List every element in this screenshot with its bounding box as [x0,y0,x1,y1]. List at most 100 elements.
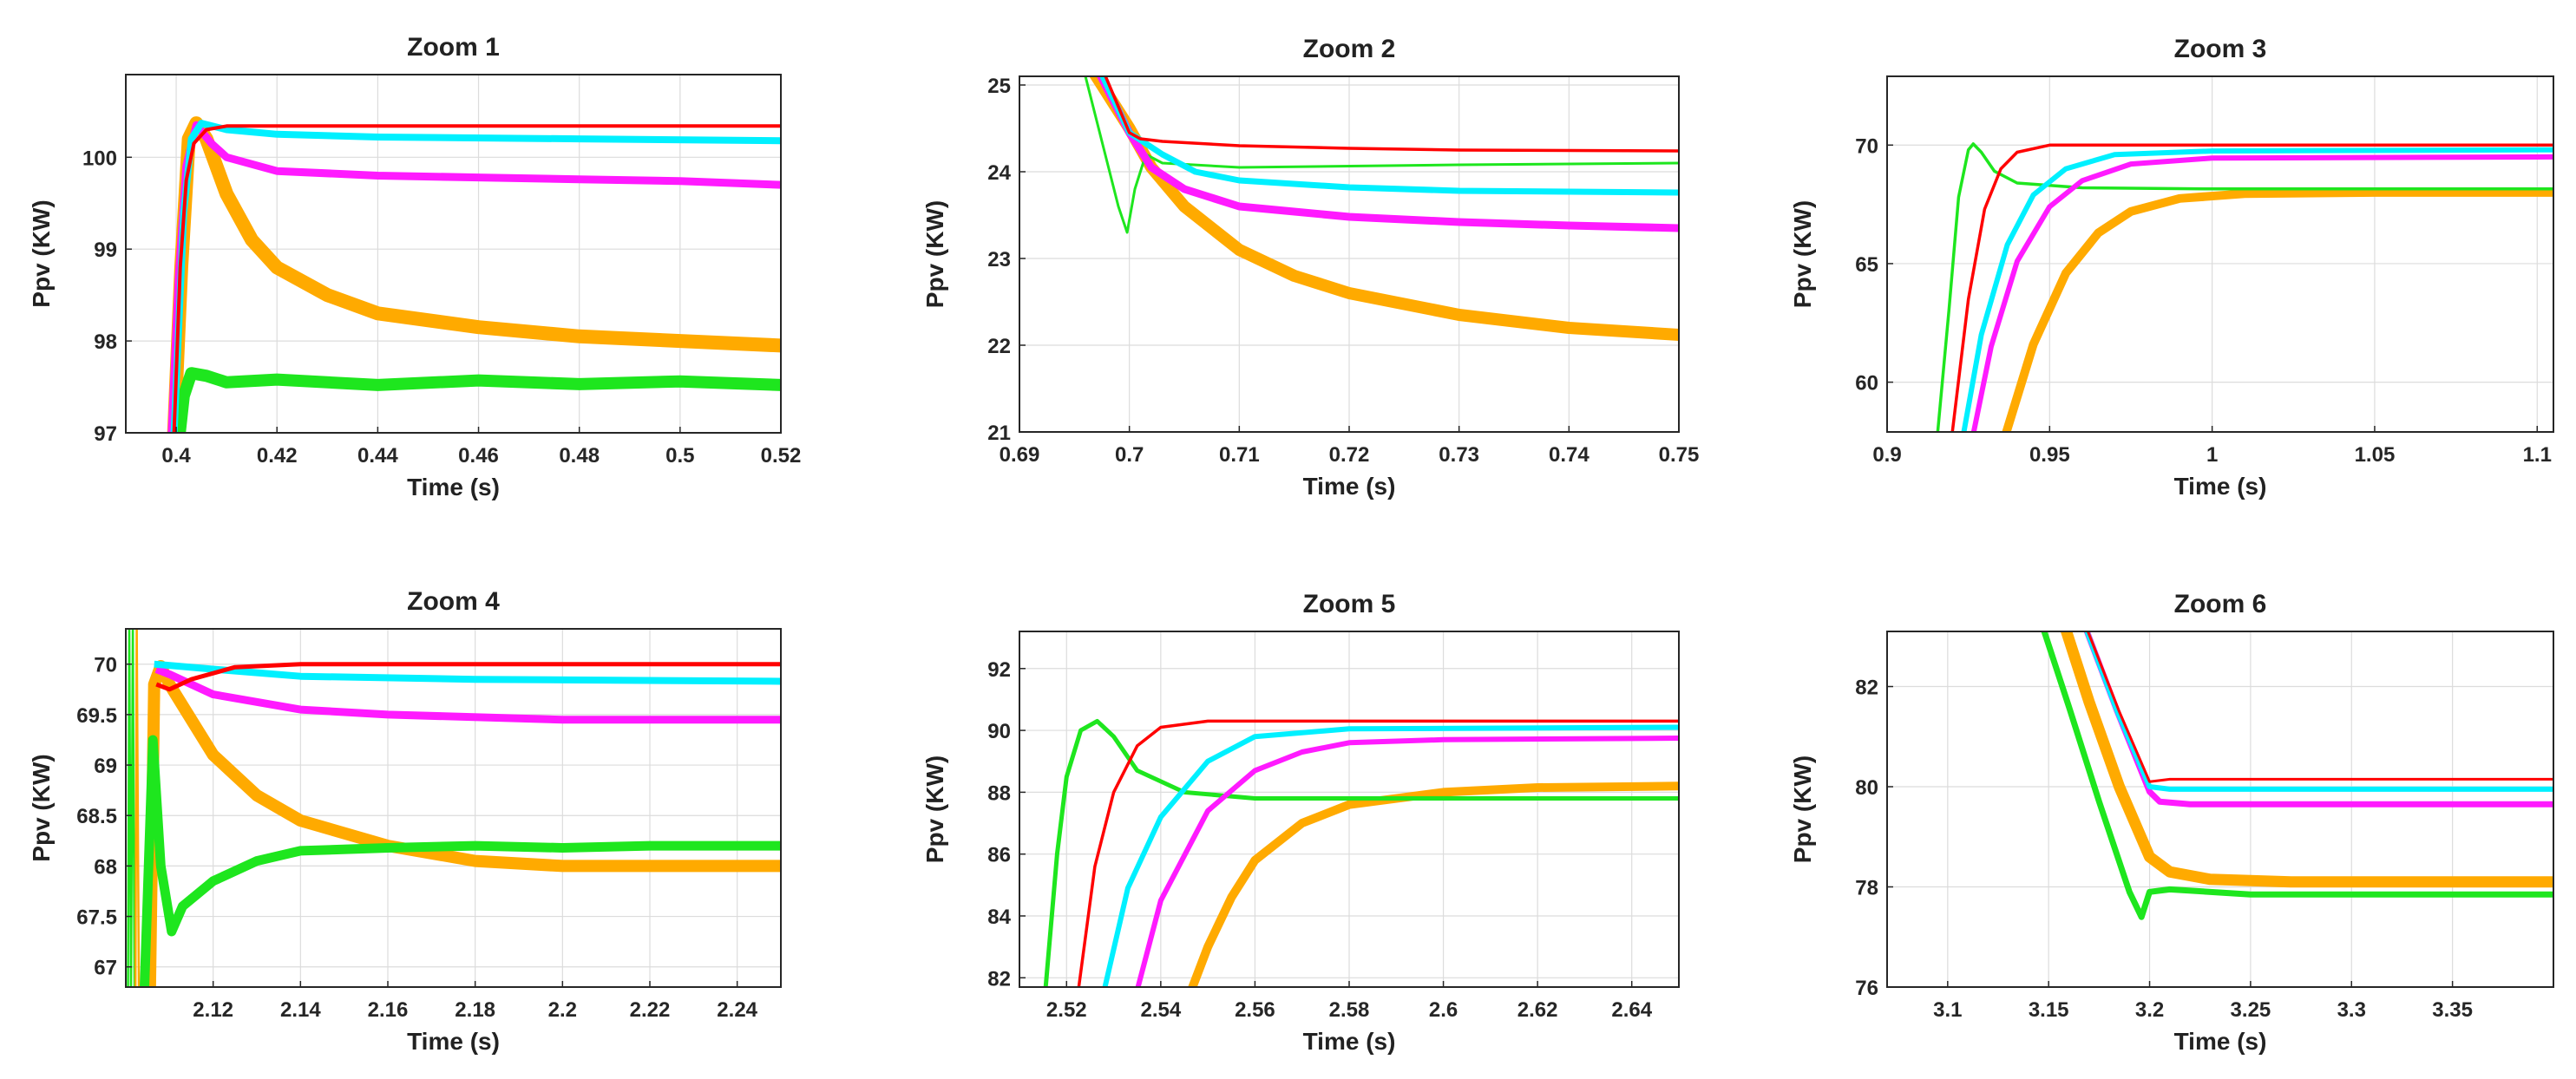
series-line-cyan [154,660,781,685]
y-tick-label: 68.5 [76,805,117,828]
x-axis-label: Time (s) [407,1028,500,1055]
series-line-red [1077,719,1679,987]
series-line-red [2086,631,2553,783]
series-line-magenta [1135,736,1679,987]
series-line-magenta [1970,154,2553,432]
x-tick-label: 2.18 [455,998,495,1022]
chart-title: Zoom 3 [2174,35,2267,63]
y-tick-label: 60 [1855,372,1878,396]
y-tick-label: 67 [94,957,117,980]
x-tick-label: 3.1 [1933,998,1962,1022]
x-tick-label: 2.2 [548,998,577,1022]
x-tick-label: 0.4 [161,444,191,468]
y-tick-label: 65 [1855,253,1878,277]
x-tick-label: 0.69 [1000,443,1040,467]
x-axis-label: Time (s) [1303,1028,1396,1055]
y-axis-label: Ppv (KW) [28,754,55,861]
x-tick-label: 1.05 [2355,443,2396,467]
y-tick-label: 70 [1855,134,1878,158]
x-tick-label: 0.75 [1659,443,1700,467]
series-line-cyan [1961,147,2553,432]
y-tick-label: 90 [987,720,1011,743]
plot-area [1886,631,2554,988]
series-line-orange [2060,631,2553,888]
x-axis-label: Time (s) [2174,473,2267,500]
series-line-red [172,124,781,433]
x-tick-label: 3.3 [2337,998,2366,1022]
y-tick-label: 68 [94,855,117,879]
x-tick-label: 2.12 [193,998,233,1022]
chart-title: Zoom 5 [1303,590,1396,618]
chart-title: Zoom 4 [407,587,500,616]
series-group [167,116,781,433]
y-tick-label: 22 [987,335,1011,358]
series-group [2041,631,2553,920]
x-tick-label: 0.72 [1329,443,1370,467]
series-line-cyan [1102,724,1679,987]
series-line-green [2041,631,2553,920]
x-tick-label: 0.74 [1549,443,1590,467]
subplot-4: 2.12 2.14 2.16 2.18 2.2 2.22 2.24 67 67.5 68 68.5 6… [28,587,782,1055]
y-tick-label: 21 [987,422,1011,445]
series-line-green [139,735,781,987]
chart-title: Zoom 1 [407,33,500,62]
x-tick-label: 2.62 [1517,998,1558,1022]
axes-frame [1886,631,2554,988]
series-line-green [1936,142,2553,432]
series-line-green [1043,718,1679,987]
x-tick-label: 0.7 [1115,443,1144,467]
plot-area [125,628,782,988]
series-line-red [155,662,781,692]
series-line-magenta [154,665,781,724]
series-line-orange [1188,781,1679,987]
axes-frame [125,74,782,434]
x-tick-label: 2.22 [630,998,671,1022]
chart-title: Zoom 2 [1303,35,1396,63]
x-tick-label: 3.15 [2029,998,2069,1022]
y-axis-label: Ppv (KW) [28,199,55,307]
subplot-2: 0.69 0.7 0.71 0.72 0.73 0.74 0.75 21 22 23 24 25 Zoo… [921,35,1699,500]
y-tick-label: 97 [94,422,117,446]
y-tick-label: 25 [987,75,1011,98]
x-tick-label: 2.16 [368,998,409,1022]
series-line-green [174,367,781,433]
x-tick-label: 2.56 [1235,998,1275,1022]
x-tick-label: 3.25 [2231,998,2271,1022]
y-tick-label: 76 [1855,977,1878,1000]
y-tick-label: 82 [987,967,1011,991]
series-line-red [1104,76,1679,153]
series-line-cyan [2084,631,2553,792]
x-tick-label: 1.1 [2523,443,2552,467]
x-axis-label: Time (s) [1303,473,1396,500]
y-axis-label: Ppv (KW) [1789,755,1816,863]
x-tick-label: 2.58 [1329,998,1370,1022]
x-tick-label: 0.42 [257,444,298,468]
x-tick-label: 0.46 [458,444,499,468]
y-tick-label: 99 [94,239,117,262]
subplot-3: 0.9 0.95 1 1.05 1.1 60 65 70 Zoom 3 Time (s) Ppv (… [1789,35,2554,500]
y-axis-label: Ppv (KW) [921,755,948,863]
y-tick-label: 82 [1855,677,1878,700]
y-tick-label: 70 [94,654,117,677]
series-line-green-transient [127,629,136,987]
x-tick-label: 2.6 [1429,998,1458,1022]
y-tick-label: 24 [987,161,1011,185]
series-line-orange-transient [134,629,141,987]
x-tick-label: 2.24 [717,998,757,1022]
series-line-orange [2002,187,2553,432]
axes-frame [1886,75,2554,433]
y-tick-label: 69.5 [76,704,117,728]
y-tick-label: 84 [987,906,1011,929]
y-tick-label: 88 [987,781,1011,805]
x-tick-label: 0.48 [559,444,600,468]
y-tick-label: 98 [94,330,117,354]
chart-title: Zoom 6 [2174,590,2267,618]
x-tick-label: 1 [2206,443,2218,467]
series-line-red [1950,143,2553,432]
x-tick-label: 0.73 [1439,443,1479,467]
subplot-5: 2.52 2.54 2.56 2.58 2.6 2.62 2.64 82 84 86 88 90 92 Z… [921,590,1680,1055]
x-tick-label: 0.5 [665,444,694,468]
y-tick-label: 86 [987,844,1011,867]
series-line-magenta [1096,76,1679,232]
x-tick-label: 3.2 [2135,998,2164,1022]
